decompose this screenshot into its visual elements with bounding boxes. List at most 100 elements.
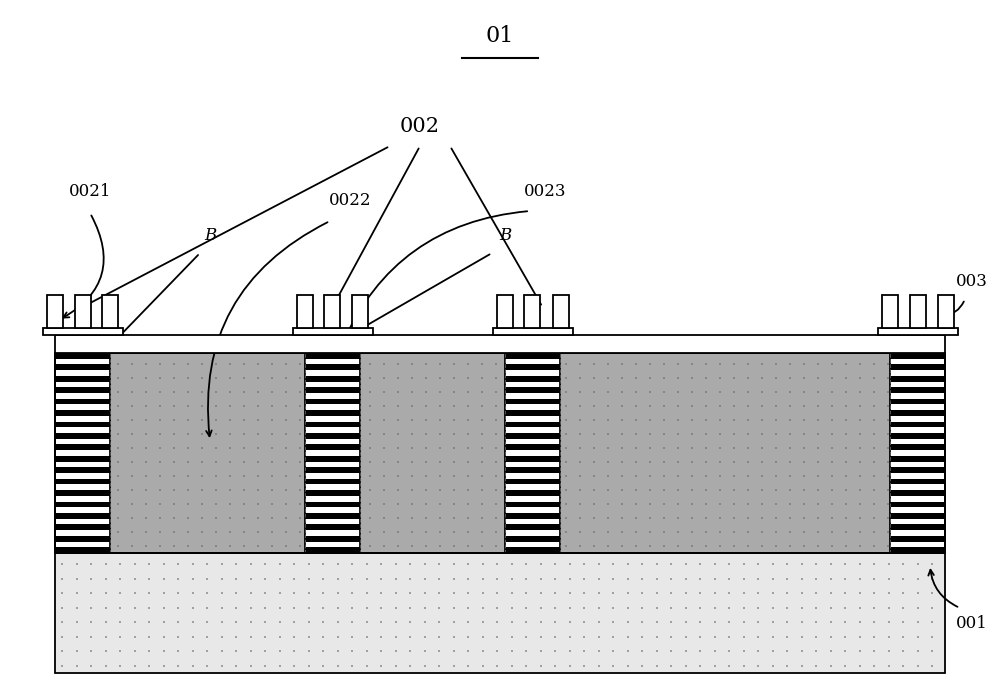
Bar bbox=[55, 353, 110, 553]
Bar bbox=[305, 364, 360, 370]
Bar bbox=[505, 536, 560, 542]
Bar bbox=[305, 513, 360, 519]
Bar bbox=[505, 490, 560, 496]
Text: 002: 002 bbox=[400, 117, 440, 135]
Bar bbox=[55, 410, 110, 416]
Text: 0023: 0023 bbox=[524, 182, 566, 200]
Bar bbox=[524, 295, 540, 328]
Bar bbox=[492, 328, 572, 335]
Bar bbox=[43, 328, 122, 335]
Bar bbox=[505, 422, 560, 427]
Bar bbox=[890, 353, 945, 553]
Bar bbox=[305, 399, 360, 404]
Bar bbox=[505, 353, 560, 553]
Bar bbox=[938, 295, 954, 328]
Bar bbox=[352, 295, 368, 328]
Bar bbox=[890, 376, 945, 381]
Bar bbox=[55, 524, 110, 530]
Bar bbox=[305, 353, 360, 553]
Bar bbox=[305, 410, 360, 416]
Bar bbox=[55, 353, 945, 553]
Bar bbox=[890, 467, 945, 473]
Bar bbox=[505, 547, 560, 553]
Bar bbox=[890, 547, 945, 553]
Bar bbox=[505, 353, 560, 359]
Bar bbox=[910, 295, 926, 328]
Bar bbox=[55, 353, 110, 359]
Bar bbox=[55, 433, 110, 439]
Text: 0022: 0022 bbox=[329, 193, 371, 209]
Bar bbox=[305, 353, 360, 553]
Bar bbox=[890, 479, 945, 484]
Bar bbox=[305, 490, 360, 496]
Bar bbox=[505, 353, 560, 553]
Bar bbox=[74, 295, 90, 328]
Bar bbox=[305, 547, 360, 553]
Bar bbox=[890, 410, 945, 416]
Bar bbox=[55, 479, 110, 484]
Bar bbox=[102, 295, 118, 328]
Bar bbox=[890, 536, 945, 542]
Bar bbox=[55, 553, 945, 673]
Bar bbox=[890, 524, 945, 530]
Bar bbox=[55, 376, 110, 381]
Bar bbox=[890, 422, 945, 427]
Bar bbox=[55, 513, 110, 519]
Bar bbox=[305, 502, 360, 507]
Bar bbox=[55, 490, 110, 496]
Bar bbox=[55, 353, 110, 553]
Bar bbox=[55, 422, 110, 427]
Bar bbox=[55, 399, 110, 404]
Bar bbox=[305, 376, 360, 381]
Bar bbox=[505, 410, 560, 416]
Bar bbox=[496, 295, 512, 328]
Bar bbox=[505, 502, 560, 507]
Bar bbox=[55, 536, 110, 542]
Bar bbox=[505, 524, 560, 530]
Bar bbox=[305, 456, 360, 462]
Bar bbox=[305, 422, 360, 427]
Bar bbox=[890, 353, 945, 359]
Bar bbox=[305, 433, 360, 439]
Bar bbox=[890, 353, 945, 553]
Bar bbox=[890, 456, 945, 462]
Bar bbox=[55, 353, 945, 553]
Bar bbox=[890, 444, 945, 450]
Bar bbox=[55, 553, 945, 673]
Text: 003: 003 bbox=[956, 272, 988, 290]
Bar bbox=[505, 444, 560, 450]
Bar bbox=[305, 479, 360, 484]
Bar bbox=[55, 547, 110, 553]
Bar bbox=[505, 387, 560, 393]
Bar bbox=[305, 536, 360, 542]
Bar bbox=[305, 444, 360, 450]
Bar bbox=[55, 364, 110, 370]
Bar bbox=[878, 328, 958, 335]
Bar bbox=[55, 335, 945, 353]
Bar bbox=[890, 387, 945, 393]
Bar bbox=[505, 479, 560, 484]
Bar bbox=[55, 467, 110, 473]
Bar bbox=[890, 490, 945, 496]
Bar bbox=[305, 524, 360, 530]
Text: 001: 001 bbox=[956, 614, 988, 632]
Bar bbox=[55, 387, 110, 393]
Bar bbox=[46, 295, 62, 328]
Text: 0021: 0021 bbox=[69, 182, 111, 200]
Text: B: B bbox=[499, 227, 511, 245]
Bar bbox=[505, 433, 560, 439]
Bar bbox=[305, 467, 360, 473]
Bar bbox=[890, 502, 945, 507]
Bar bbox=[55, 444, 110, 450]
Text: B: B bbox=[204, 227, 216, 245]
Bar bbox=[305, 387, 360, 393]
Bar bbox=[505, 456, 560, 462]
Bar bbox=[882, 295, 898, 328]
Text: 01: 01 bbox=[486, 25, 514, 47]
Bar bbox=[890, 399, 945, 404]
Bar bbox=[552, 295, 568, 328]
Bar bbox=[505, 467, 560, 473]
Bar bbox=[296, 295, 312, 328]
Bar bbox=[505, 364, 560, 370]
Bar bbox=[890, 433, 945, 439]
